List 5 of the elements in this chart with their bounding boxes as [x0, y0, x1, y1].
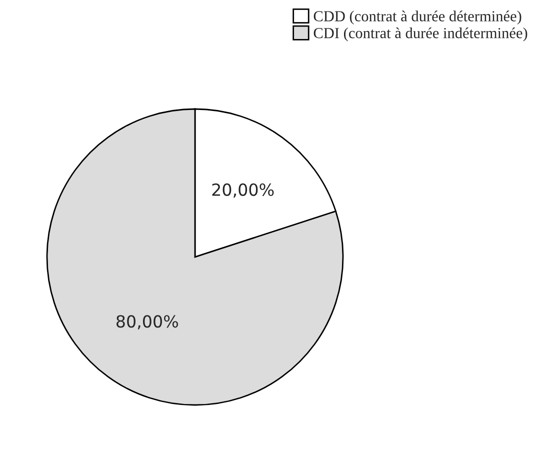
legend-label: CDI (contrat à durée indéterminée) — [314, 27, 528, 42]
data-label: 20,00% — [212, 183, 274, 198]
pie-slice — [46, 108, 344, 406]
legend-label: CDD (contrat à durée déterminée) — [314, 10, 522, 24]
data-label: 80,00% — [116, 315, 178, 330]
